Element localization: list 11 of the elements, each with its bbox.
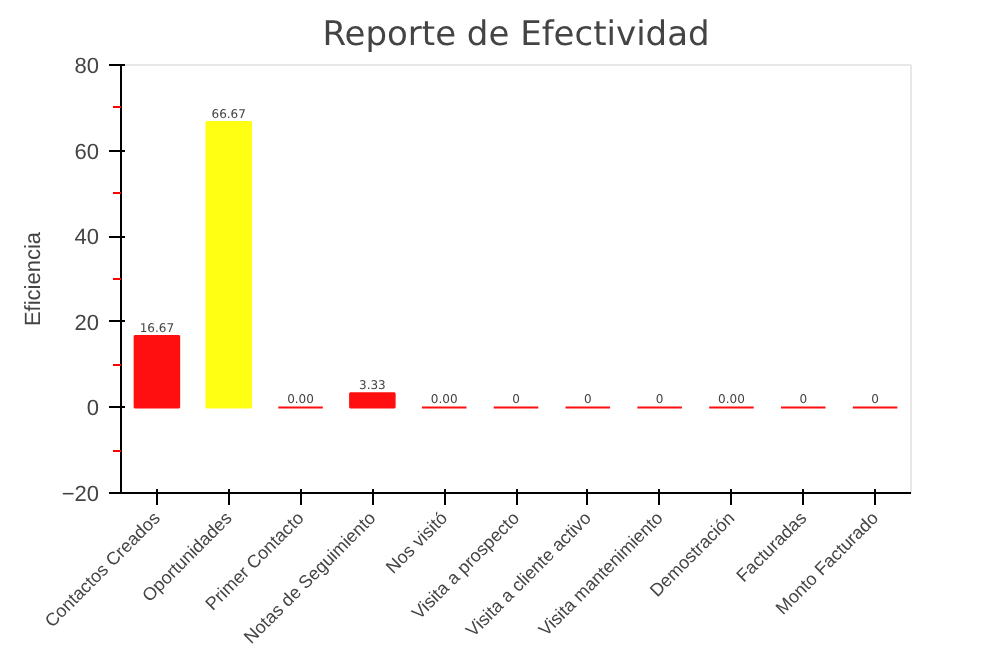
y-tick-label: 0 — [86, 397, 100, 422]
y-tick-label: 80 — [74, 55, 100, 79]
y-tick-label: 60 — [74, 140, 100, 165]
bar — [133, 335, 181, 409]
bar — [205, 121, 252, 409]
y-axis-title: Eficiencia — [21, 230, 46, 327]
y-tick-label: 40 — [74, 226, 100, 251]
chart-title: Reporte de Efectividad — [322, 15, 710, 55]
y-tick-label: −20 — [61, 483, 100, 507]
bar — [349, 392, 396, 409]
y-tick-label: 20 — [74, 311, 100, 336]
